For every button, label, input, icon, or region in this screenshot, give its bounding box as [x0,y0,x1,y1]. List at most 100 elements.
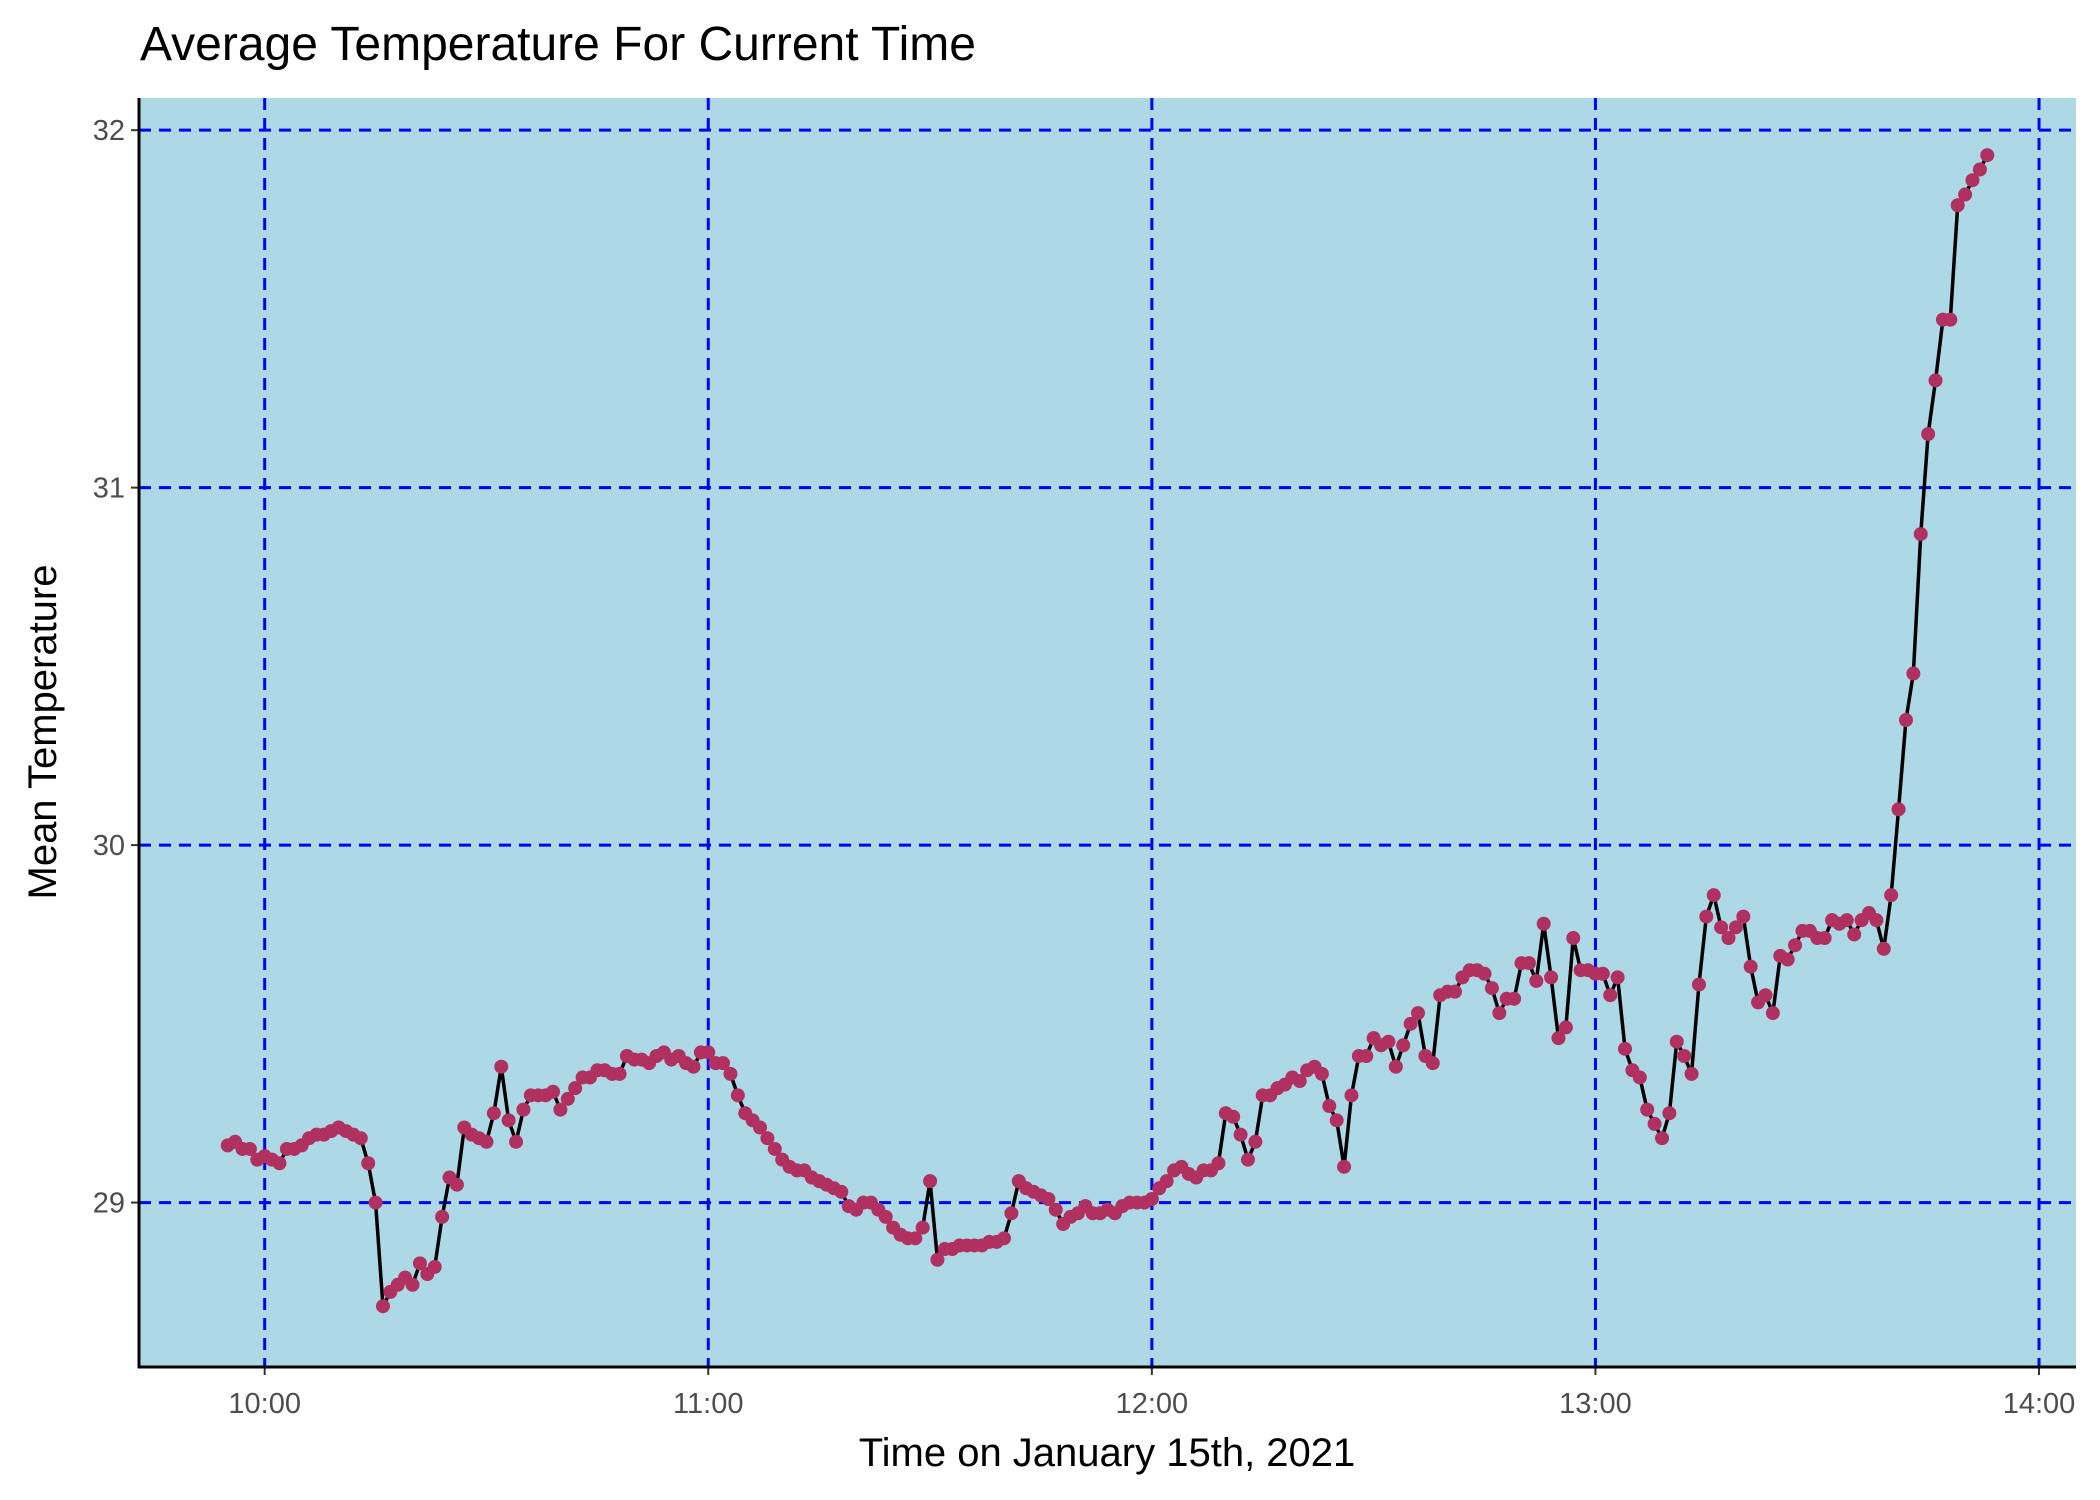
data-point [1314,1066,1329,1081]
data-point [1507,991,1522,1006]
data-point [1950,198,1965,213]
data-point [1972,162,1987,177]
data-point [1958,187,1973,202]
data-point [405,1277,420,1292]
data-point [1551,1031,1566,1046]
data-point [753,1120,768,1135]
data-point [1780,952,1795,967]
data-point [1396,1038,1411,1053]
data-point [1521,956,1536,971]
data-point [915,1220,930,1235]
data-point [1928,373,1943,388]
data-point [1788,938,1803,953]
data-point [1817,931,1832,946]
data-point [1484,981,1499,996]
data-point [1906,666,1921,681]
data-point [1869,913,1884,928]
data-point [1654,1131,1669,1146]
data-point [834,1184,849,1199]
data-point [509,1134,524,1149]
data-point [1144,1191,1159,1206]
data-point [686,1059,701,1074]
data-point [368,1195,383,1210]
data-point [375,1299,390,1314]
chart-title: Average Temperature For Current Time [140,18,976,71]
plot-background [139,98,2076,1367]
data-point [1337,1159,1352,1174]
data-point [1662,1106,1677,1121]
y-tick-label: 32 [93,115,125,147]
data-point [1425,1056,1440,1071]
data-point [1233,1127,1248,1142]
data-point [1847,927,1862,942]
data-point [1447,984,1462,999]
data-point [1226,1109,1241,1124]
data-point [1618,1041,1633,1056]
x-tick-label: 10:00 [228,1388,301,1420]
data-point [1921,427,1936,442]
data-point [878,1209,893,1224]
data-point [1048,1202,1063,1217]
data-point [1248,1134,1263,1149]
data-point [930,1252,945,1267]
data-point [546,1084,561,1099]
data-point [1536,916,1551,931]
data-point [1211,1156,1226,1171]
data-point [1876,941,1891,956]
data-point [760,1131,775,1146]
data-point [1329,1113,1344,1128]
x-tick-label: 14:00 [2003,1388,2076,1420]
data-point [1898,712,1913,727]
data-point [1699,909,1714,924]
data-point [1344,1088,1359,1103]
data-point [242,1141,257,1156]
data-point [1558,1020,1573,1035]
data-point [1913,527,1928,542]
data-point [1566,931,1581,946]
data-point [1595,966,1610,981]
data-point [449,1177,464,1192]
data-point [612,1066,627,1081]
data-point [1403,1016,1418,1031]
data-point [1891,802,1906,817]
data-point [353,1131,368,1146]
data-point [1610,970,1625,985]
data-point [923,1174,938,1189]
data-point [1736,909,1751,924]
data-point [716,1056,731,1071]
x-axis-label: Time on January 15th, 2021 [859,1431,1356,1475]
data-point [494,1059,509,1074]
data-point [427,1259,442,1274]
data-point [1980,148,1995,163]
data-point [1640,1102,1655,1117]
data-point [1159,1174,1174,1189]
data-point [1492,1006,1507,1021]
data-point [1544,970,1559,985]
data-point [1388,1059,1403,1074]
data-point [553,1102,568,1117]
data-point [435,1209,450,1224]
data-point [361,1156,376,1171]
y-tick-label: 29 [93,1188,125,1220]
data-point [1765,1006,1780,1021]
data-point [1706,888,1721,903]
data-point [1041,1191,1056,1206]
y-tick-label: 30 [93,830,125,862]
data-point [1632,1070,1647,1085]
data-point [1943,312,1958,327]
data-point [908,1231,923,1246]
x-tick-label: 11:00 [673,1388,743,1420]
data-point [1691,977,1706,992]
data-point [1004,1206,1019,1221]
data-point [1381,1034,1396,1049]
data-point [996,1231,1011,1246]
data-point [1884,888,1899,903]
data-point [701,1045,716,1060]
data-point [1529,973,1544,988]
data-point [1714,920,1729,935]
data-point [1477,966,1492,981]
data-point [412,1256,427,1271]
data-point [1603,988,1618,1003]
data-point [730,1088,745,1103]
